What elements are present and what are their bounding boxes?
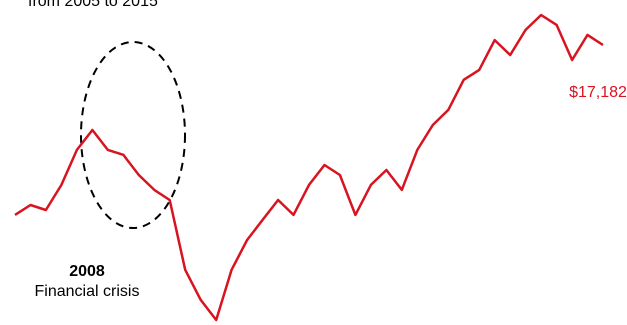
annotation-year: 2008 [69, 263, 105, 280]
highlight-ellipse [80, 41, 186, 229]
annotation-event: Financial crisis [35, 283, 140, 300]
value-label: $17,182 [569, 84, 627, 101]
price-line [14, 13, 604, 322]
chart-title: from 2005 to 2015 [28, 0, 158, 10]
